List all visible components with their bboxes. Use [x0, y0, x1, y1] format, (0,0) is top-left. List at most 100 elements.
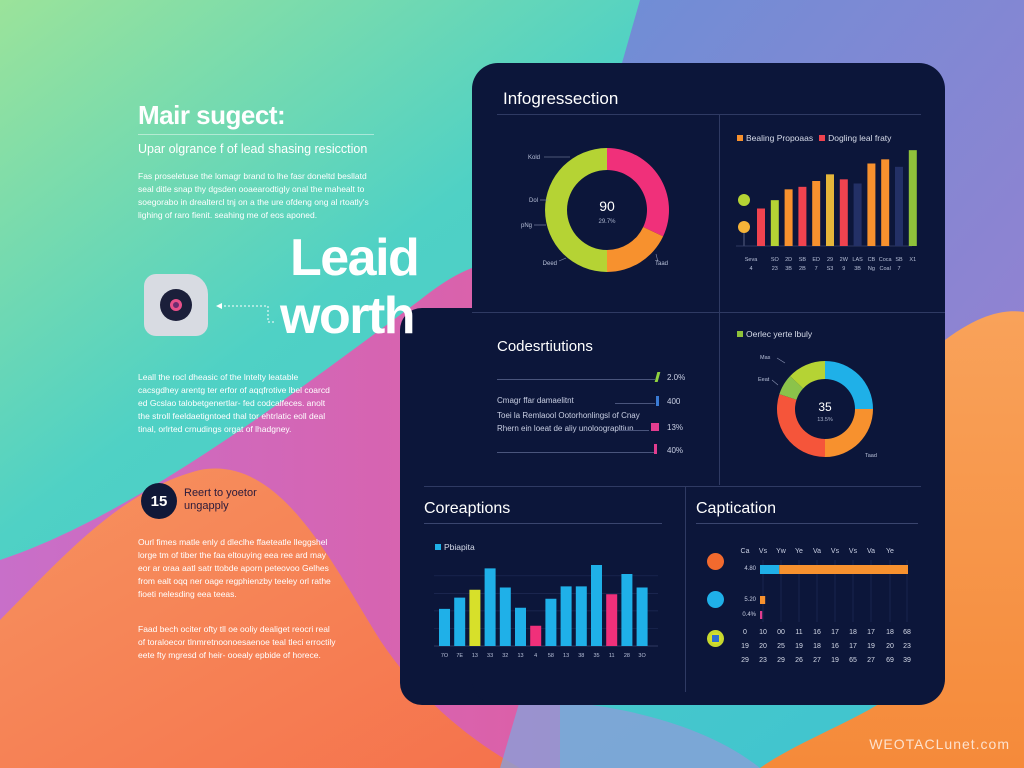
table-cell: 23 [903, 643, 911, 650]
bar-tick-label: LAS [852, 257, 863, 263]
bar-4 [499, 587, 511, 646]
bar-tick-label: 35 [593, 653, 599, 659]
subtitle: Upar olgrance f of lead shasing resiccti… [138, 142, 368, 156]
bar-tick-label: 33 [487, 653, 493, 659]
table-cell: 69 [886, 657, 894, 664]
donut2-label: Taad [865, 453, 877, 459]
table-cell: 0 [743, 629, 747, 636]
bar-tick-label: ED [812, 257, 820, 263]
bar-tick-label: 7O [441, 653, 449, 659]
table-cell: 17 [867, 629, 875, 636]
codes-row-line [615, 403, 655, 404]
legend-swatch [435, 544, 441, 550]
table-cell: 29 [777, 657, 785, 664]
codes-row-marker [656, 396, 659, 406]
row-label: 4.80 [744, 566, 756, 572]
table-cell: 26 [795, 657, 803, 664]
bar-tick-label: Coal [880, 266, 891, 272]
codes-row-line [497, 452, 655, 453]
donut-slice-orange [607, 227, 664, 272]
table-cell: 39 [903, 657, 911, 664]
column-header: Ye [795, 548, 803, 555]
bar-tick-label: Seva [745, 257, 758, 263]
bar-tick-label: 28 [624, 653, 630, 659]
donut1-label: Deed [543, 261, 557, 267]
bar-tick-label: 9 [842, 266, 845, 272]
bar-tick-label: 2W [840, 257, 849, 263]
bar-segment [760, 611, 763, 619]
main-subject-title: Mair sugect: [138, 100, 286, 130]
bars2-legend: Pbiapita [435, 542, 475, 552]
donut-chart-1: 90 29.7% Kold Dol pNg Deed Taad [521, 148, 669, 272]
eye-icon [160, 289, 192, 321]
chart-house-icon [707, 553, 724, 570]
donut2-legend: Oerlec yerte lbuly [737, 329, 812, 339]
codes-row-value: 40% [667, 446, 684, 455]
table-cell: 19 [831, 657, 839, 664]
bar-chart-2: 7O 7E 13 33 32 13 4 58 13 38 35 11 28 3O [434, 565, 658, 659]
legend-label: Oerlec yerte lbuly [746, 329, 813, 339]
eye-icon-tile [144, 274, 208, 336]
codes-row-label: Cmagr ffar damaelitnt [497, 396, 574, 405]
bar-7 [545, 598, 557, 646]
table-cell: 17 [849, 643, 857, 650]
column-header: Ca [741, 548, 750, 555]
table-cell: 25 [777, 643, 785, 650]
bar-1 [454, 597, 466, 646]
table-cell: 65 [849, 657, 857, 664]
donut-slice-blue [825, 361, 873, 409]
headline-line-2: worth [280, 287, 416, 345]
column-header: Yw [776, 548, 787, 555]
body-paragraph-3: Ourl fimes matle enly d dleclhe ffaeteat… [138, 537, 331, 599]
panel-title: Infogressection [503, 89, 619, 108]
column-header: Va [813, 548, 821, 555]
image-icon [707, 630, 724, 647]
bar-tick-label: 23 [772, 266, 778, 272]
grid-divider-horizontal [472, 312, 945, 313]
bar-3 [484, 568, 496, 646]
bar-tick-label: CB [868, 257, 876, 263]
table-cell: 11 [795, 629, 802, 636]
row-label: 0.4% [742, 612, 756, 618]
donut1-center-value: 90 [599, 198, 615, 214]
grid-divider-vertical-top [719, 115, 720, 485]
donut-slice-green-dark [779, 376, 804, 400]
panel-title-divider [497, 114, 921, 115]
codes-row-marker [654, 444, 657, 454]
donut1-label: pNg [521, 223, 532, 229]
donut1-label: Taad [655, 261, 668, 267]
bar-tick-label: 13 [472, 653, 478, 659]
grid-divider-horizontal-lower [424, 486, 921, 487]
table-cell: 18 [886, 629, 894, 636]
bar-tick-label: 3B [854, 266, 861, 272]
column-header: Vs [831, 548, 840, 555]
donut-slice-green [545, 148, 607, 272]
donut-slice-pink [607, 148, 669, 237]
bar-6 [839, 179, 848, 246]
bar-9 [881, 159, 890, 246]
codes-row-value: 13% [667, 423, 684, 432]
bar-11 [908, 150, 917, 246]
bar-10 [895, 166, 903, 246]
badge-caption: Reert to yoetor ungapply [184, 487, 257, 512]
donut2-label: Mas [760, 355, 771, 361]
number-badge: 15 [141, 483, 177, 519]
legend-label: Pbiapita [444, 542, 475, 552]
bar-1 [770, 200, 779, 246]
bar-tick-label: 2B [799, 266, 806, 272]
codes-row-value: 2.0% [667, 373, 686, 382]
table-cell: 29 [741, 657, 749, 664]
table-cell: 10 [759, 629, 767, 636]
body-paragraph-2: Leall the rocl dheasic of the lntelty le… [138, 372, 330, 434]
headline-line-1: Leaid [290, 229, 420, 287]
legend-swatch [737, 135, 743, 141]
bar-tick-label: 7E [456, 653, 463, 659]
captication-title: Captication [696, 500, 777, 517]
bar-tick-label: 11 [609, 653, 615, 659]
donut1-label: Kold [528, 155, 540, 161]
bar-7 [853, 183, 862, 246]
bar-tick-label: SO [771, 257, 780, 263]
codes-list: 2.0% Cmagr ffar damaelitnt 400 Toei la R… [497, 372, 697, 462]
bar-tick-label: 13 [563, 653, 569, 659]
bar-6 [530, 625, 542, 646]
